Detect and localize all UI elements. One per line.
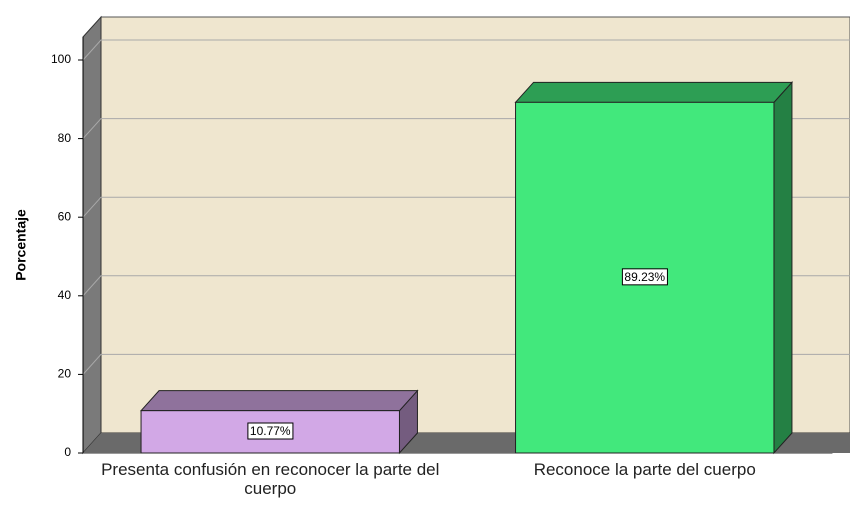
- grid-line: [82, 39, 850, 61]
- y-tick-label: 0: [64, 445, 71, 459]
- y-tick-label: 100: [51, 52, 71, 66]
- x-tick-label: Reconoce la parte del cuerpo: [533, 460, 756, 479]
- y-axis-label: Porcentaje: [13, 209, 29, 281]
- value-label: 89.23%: [624, 270, 665, 284]
- bar-side: [773, 81, 793, 455]
- left-wall: [82, 15, 102, 455]
- bar-top: [139, 390, 419, 412]
- y-tick-label: 80: [58, 131, 72, 145]
- x-tick-label: Presenta confusión en reconocer la parte…: [101, 460, 440, 498]
- value-label-box: [247, 422, 294, 440]
- value-label-box: [621, 268, 668, 286]
- y-tick-label: 60: [58, 209, 72, 223]
- y-tick-label: 20: [58, 367, 72, 381]
- value-label: 10.77%: [250, 424, 291, 438]
- y-tick-label: 40: [58, 288, 72, 302]
- bar-top: [514, 81, 794, 103]
